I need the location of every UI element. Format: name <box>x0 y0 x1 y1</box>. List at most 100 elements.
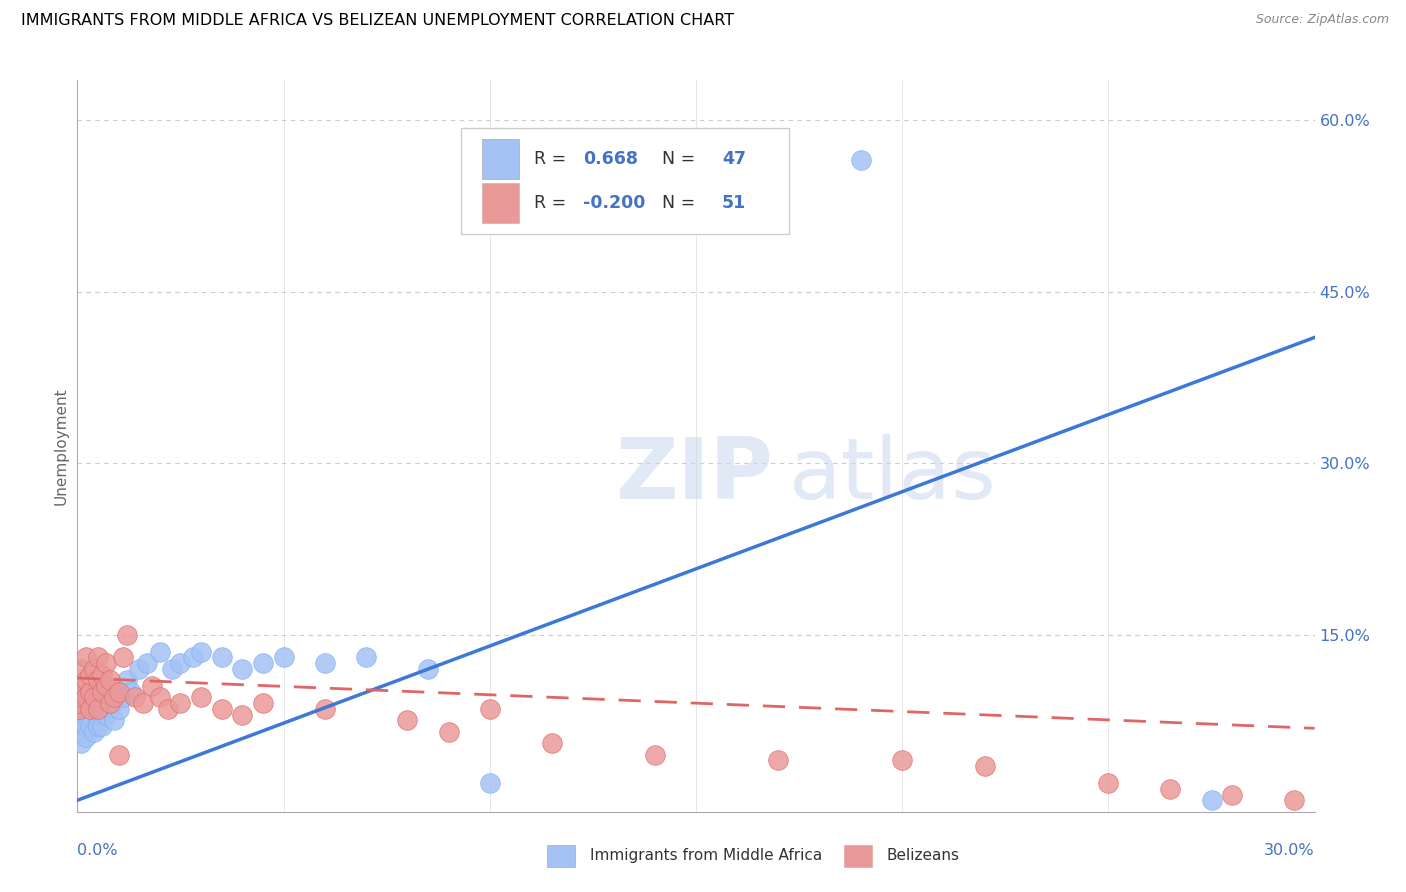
Text: N =: N = <box>651 194 702 212</box>
Point <box>75 719 97 733</box>
Point <box>83 696 105 710</box>
Bar <box>845 845 872 867</box>
Point <box>98 696 121 710</box>
Point <box>67 702 90 716</box>
Point <box>478 702 501 716</box>
Point <box>70 662 93 676</box>
Point <box>252 696 274 710</box>
Point <box>79 719 101 733</box>
Point <box>190 690 212 705</box>
Point <box>211 650 233 665</box>
Point <box>107 702 129 716</box>
Point <box>70 736 93 750</box>
Point <box>91 667 114 681</box>
Point <box>169 696 191 710</box>
Point <box>75 696 97 710</box>
Point <box>124 690 146 705</box>
Point <box>91 684 114 698</box>
Point <box>149 645 172 659</box>
Point <box>314 656 336 670</box>
Point <box>107 684 129 698</box>
Y-axis label: Unemployment: Unemployment <box>53 387 69 505</box>
Text: 30.0%: 30.0% <box>1264 843 1315 858</box>
Point <box>231 662 253 676</box>
Point <box>75 690 97 705</box>
Point <box>70 684 93 698</box>
Point <box>768 753 790 767</box>
Bar <box>482 183 519 223</box>
Point <box>1201 793 1223 807</box>
Point <box>96 707 118 722</box>
Point <box>891 753 914 767</box>
Point <box>973 759 995 773</box>
Point <box>83 662 105 676</box>
Point <box>72 679 94 693</box>
Point <box>67 719 90 733</box>
Point <box>437 724 460 739</box>
Text: Immigrants from Middle Africa: Immigrants from Middle Africa <box>589 848 823 863</box>
Point <box>67 696 90 710</box>
Text: N =: N = <box>651 150 702 169</box>
Point <box>211 702 233 716</box>
Point <box>644 747 666 762</box>
Text: 0.668: 0.668 <box>583 150 638 169</box>
Point <box>111 650 134 665</box>
Text: IMMIGRANTS FROM MIDDLE AFRICA VS BELIZEAN UNEMPLOYMENT CORRELATION CHART: IMMIGRANTS FROM MIDDLE AFRICA VS BELIZEA… <box>21 13 734 29</box>
Point <box>416 662 439 676</box>
Point <box>87 690 110 705</box>
Text: 0.0%: 0.0% <box>77 843 118 858</box>
Point <box>103 690 125 705</box>
Point <box>160 662 183 676</box>
Point <box>98 696 121 710</box>
Point <box>83 724 105 739</box>
Point <box>1097 776 1119 790</box>
Point <box>87 719 110 733</box>
Point <box>157 702 180 716</box>
Point <box>75 673 97 688</box>
Point <box>87 650 110 665</box>
Point <box>181 650 204 665</box>
Text: 51: 51 <box>721 194 747 212</box>
Text: Belizeans: Belizeans <box>887 848 959 863</box>
Point <box>75 650 97 665</box>
Point <box>79 684 101 698</box>
Point <box>111 690 134 705</box>
Point <box>136 656 159 670</box>
Point <box>98 673 121 688</box>
Point <box>1159 781 1181 796</box>
Point <box>849 153 872 168</box>
Point <box>103 690 125 705</box>
Point <box>91 719 114 733</box>
Point <box>70 707 93 722</box>
Point <box>1282 793 1305 807</box>
Point <box>96 656 118 670</box>
Point <box>87 702 110 716</box>
Point <box>354 650 377 665</box>
Text: Source: ZipAtlas.com: Source: ZipAtlas.com <box>1256 13 1389 27</box>
Text: atlas: atlas <box>789 434 997 516</box>
Point <box>149 690 172 705</box>
Point <box>91 690 114 705</box>
Point <box>141 679 163 693</box>
Point <box>79 667 101 681</box>
Bar <box>482 139 519 179</box>
Point <box>115 627 138 641</box>
Point <box>98 702 121 716</box>
Point <box>169 656 191 670</box>
Point <box>107 747 129 762</box>
Point <box>96 684 118 698</box>
Point <box>314 702 336 716</box>
Point <box>87 673 110 688</box>
Point <box>252 656 274 670</box>
Point <box>83 702 105 716</box>
Point <box>115 673 138 688</box>
Point <box>396 714 419 728</box>
Text: R =: R = <box>534 194 572 212</box>
Point <box>103 714 125 728</box>
Text: ZIP: ZIP <box>616 434 773 516</box>
Point <box>107 684 129 698</box>
Point <box>478 776 501 790</box>
Point <box>79 690 101 705</box>
Point <box>70 690 93 705</box>
Point <box>190 645 212 659</box>
